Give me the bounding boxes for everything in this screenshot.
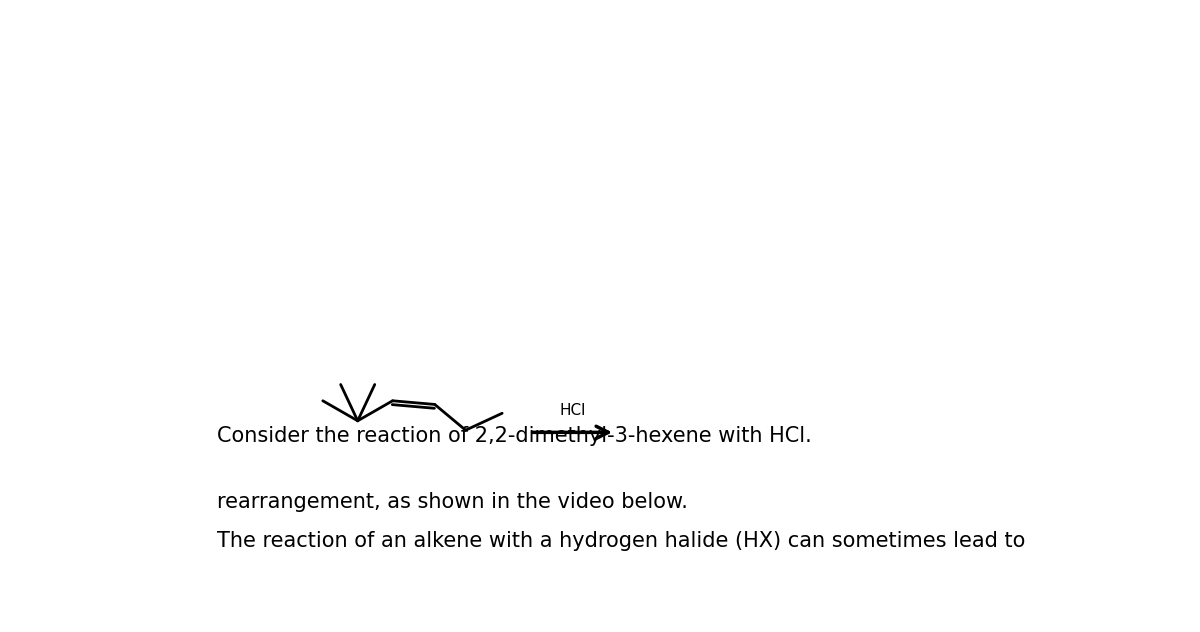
Text: Consider the reaction of 2,2-dimethyl-3-hexene with HCl.: Consider the reaction of 2,2-dimethyl-3-… [217, 426, 811, 446]
Text: rearrangement, as shown in the video below.: rearrangement, as shown in the video bel… [217, 492, 688, 512]
Text: HCl: HCl [559, 403, 586, 418]
Text: The reaction of an alkene with a hydrogen halide (HX) can sometimes lead to: The reaction of an alkene with a hydroge… [217, 531, 1025, 551]
